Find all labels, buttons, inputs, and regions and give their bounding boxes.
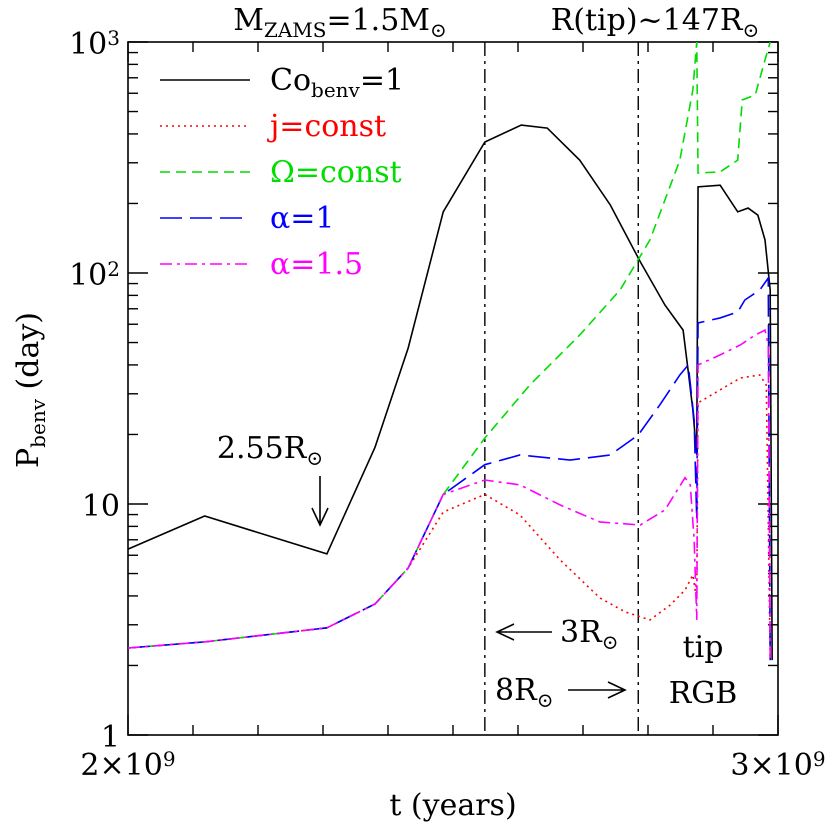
series-line [128, 374, 771, 661]
plot-area [128, 42, 773, 661]
text-part: 10 [69, 27, 107, 62]
series-line [128, 275, 771, 661]
subscript: ⊙ [430, 18, 447, 42]
subscript: ⊙ [602, 630, 619, 654]
text-part: tip [683, 630, 724, 665]
legend-label: Ω=const [270, 155, 402, 190]
text-part: 10 [69, 258, 107, 293]
text-part: =1.5M [326, 3, 430, 38]
title-left: MZAMS=1.5M⊙ [233, 3, 447, 42]
x-tick-label: 3×109 [730, 747, 825, 783]
text-part: α=1.5 [270, 247, 363, 282]
superscript: 9 [813, 747, 826, 771]
x-tick-label: 2×109 [80, 747, 175, 783]
x-axis-label: t (years) [389, 788, 516, 823]
arrow [568, 681, 627, 699]
text-part: 3R [560, 615, 603, 650]
text-part: R(tip)~147R [551, 3, 744, 38]
subscript: ⊙ [306, 446, 323, 470]
legend-label: α=1 [270, 201, 334, 236]
series-line [128, 328, 771, 661]
legend-label: Cobenv=1 [270, 63, 404, 102]
legend-label: j=const [267, 109, 386, 144]
series-line [128, 124, 773, 661]
text-part: =1 [360, 63, 404, 98]
text-part: 3×10 [730, 748, 812, 783]
annotation: 3R⊙ [560, 615, 618, 654]
y-tick-label: 103 [69, 26, 120, 62]
subscript: benv [26, 398, 50, 448]
text-part: 2.55R [217, 431, 308, 466]
superscript: 3 [107, 26, 120, 50]
arrow [495, 623, 552, 641]
subscript: benv [311, 78, 361, 102]
title-right: R(tip)~147R⊙ [551, 3, 760, 42]
annotation: 8R⊙ [495, 673, 553, 712]
annotation: tip [683, 630, 724, 665]
legend-label: α=1.5 [270, 247, 363, 282]
superscript: 2 [107, 257, 120, 281]
subscript: ZAMS [264, 18, 327, 42]
text-part: 2×10 [80, 748, 162, 783]
text-part: RGB [669, 676, 738, 711]
subscript: ⊙ [537, 688, 554, 712]
text-part: Ω=const [270, 155, 402, 190]
annotation: RGB [669, 676, 738, 711]
y-tick-label: 1 [101, 720, 120, 755]
text-part: Co [270, 63, 311, 98]
y-tick-label: 10 [82, 489, 120, 524]
text-part: j=const [267, 109, 386, 144]
plot-frame [127, 41, 779, 736]
text-part: 8R [495, 673, 538, 708]
annotation: 2.55R⊙ [217, 431, 323, 470]
arrow [311, 476, 329, 527]
series-line [128, 42, 771, 649]
y-axis-label: Pbenv (day) [11, 312, 50, 468]
text-part: P [11, 448, 46, 468]
text-part: M [233, 3, 264, 38]
y-tick-label: 102 [69, 257, 120, 293]
subscript: ⊙ [743, 18, 760, 42]
text-part: α=1 [270, 201, 334, 236]
superscript: 9 [163, 747, 176, 771]
text-part: (day) [11, 312, 46, 399]
